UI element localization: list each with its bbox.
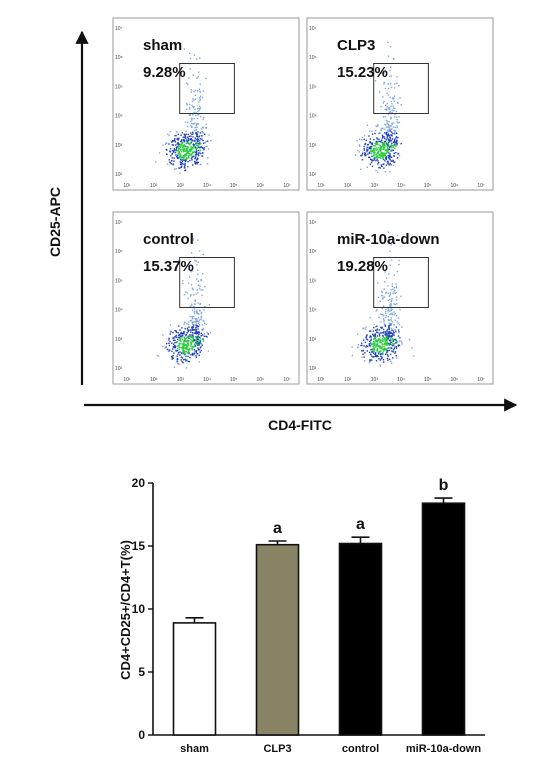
y-tick-label: 10 bbox=[132, 602, 146, 616]
panel-frame bbox=[112, 211, 300, 385]
panel-percent: 15.37% bbox=[143, 258, 194, 275]
y-tick-label: 10⁴ bbox=[115, 308, 123, 314]
x-tick-label: 10⁶ bbox=[257, 377, 265, 383]
bar-2 bbox=[338, 542, 383, 736]
panel-frame bbox=[306, 211, 494, 385]
x-tick-label: 10⁷ bbox=[283, 183, 291, 189]
x-tick-label: 10⁵ bbox=[230, 183, 238, 189]
x-tick-label: 10⁴ bbox=[397, 183, 405, 189]
x-tick-label: 10⁴ bbox=[203, 183, 211, 189]
x-tick-label: 10⁴ bbox=[397, 377, 405, 383]
gate-rectangle bbox=[179, 63, 235, 114]
gate-rectangle bbox=[373, 63, 429, 114]
x-tick-label: 10¹ bbox=[317, 377, 325, 383]
x-tick-label: 10⁵ bbox=[424, 377, 432, 383]
x-tick-label: 10⁴ bbox=[203, 377, 211, 383]
density-dots bbox=[156, 235, 212, 369]
y-tick-label: 10⁶ bbox=[115, 249, 123, 255]
bar-y-axis-label: CD4+CD25+/CD4+T(%) bbox=[118, 540, 133, 680]
panel-percent: 9.28% bbox=[143, 64, 186, 81]
x-tick-label: 10³ bbox=[371, 377, 379, 383]
significance-label: b bbox=[439, 477, 449, 494]
panel-percent: 19.28% bbox=[337, 258, 388, 275]
y-tick-label: 10² bbox=[309, 366, 317, 372]
x-tick-label: 10² bbox=[150, 183, 158, 189]
bar-1 bbox=[255, 543, 300, 736]
x-tick-label: 10⁷ bbox=[283, 377, 291, 383]
y-tick-label: 10⁷ bbox=[115, 220, 123, 226]
y-tick-label: 10⁵ bbox=[115, 84, 123, 90]
y-tick-label: 10² bbox=[115, 172, 123, 178]
y-tick-label: 10⁴ bbox=[115, 114, 123, 120]
category-label: miR-10a-down bbox=[406, 743, 481, 755]
x-tick-label: 10⁵ bbox=[424, 183, 432, 189]
x-tick-label: 10² bbox=[344, 377, 352, 383]
bar-3 bbox=[421, 502, 466, 736]
panel-name: CLP3 bbox=[337, 37, 375, 54]
y-tick-label: 10² bbox=[115, 366, 123, 372]
y-tick-label: 10³ bbox=[309, 337, 317, 343]
x-tick-label: 10³ bbox=[177, 183, 185, 189]
panel-percent: 15.23% bbox=[337, 64, 388, 81]
gate-rectangle bbox=[373, 257, 429, 308]
y-tick-label: 10⁷ bbox=[309, 220, 317, 226]
y-tick-label: 10³ bbox=[309, 143, 317, 149]
x-tick-label: 10⁶ bbox=[451, 377, 459, 383]
y-tick-label: 10⁴ bbox=[309, 114, 317, 120]
x-tick-label: 10⁶ bbox=[257, 183, 265, 189]
bar-0 bbox=[172, 622, 217, 736]
x-tick-label: 10⁵ bbox=[230, 377, 238, 383]
y-tick-label: 10⁵ bbox=[115, 278, 123, 284]
y-tick-label: 15 bbox=[132, 539, 146, 553]
x-tick-label: 10¹ bbox=[317, 183, 325, 189]
y-tick-label: 10⁵ bbox=[309, 278, 317, 284]
density-dots bbox=[354, 41, 402, 173]
y-tick-label: 10⁶ bbox=[115, 55, 123, 61]
x-tick-label: 10¹ bbox=[123, 183, 131, 189]
panel-name: miR-10a-down bbox=[337, 231, 440, 248]
x-tick-label: 10⁷ bbox=[477, 183, 485, 189]
y-tick-label: 20 bbox=[132, 476, 146, 490]
y-tick-label: 5 bbox=[138, 665, 145, 679]
y-tick-label: 10⁷ bbox=[115, 26, 123, 32]
significance-label: a bbox=[273, 520, 282, 537]
y-tick-label: 10³ bbox=[115, 337, 123, 343]
y-tick-label: 10⁴ bbox=[309, 308, 317, 314]
flow-y-axis-label: CD25-APC bbox=[47, 187, 63, 257]
density-dots bbox=[155, 48, 212, 174]
gate-rectangle bbox=[179, 257, 235, 308]
panel-name: control bbox=[143, 231, 194, 248]
y-tick-label: 10⁶ bbox=[309, 249, 317, 255]
panel-name: sham bbox=[143, 37, 182, 54]
y-tick-label: 10⁵ bbox=[309, 84, 317, 90]
category-label: sham bbox=[180, 743, 209, 755]
x-tick-label: 10⁷ bbox=[477, 377, 485, 383]
x-tick-label: 10² bbox=[344, 183, 352, 189]
y-tick-label: 10³ bbox=[115, 143, 123, 149]
x-tick-label: 10² bbox=[150, 377, 158, 383]
density-dots bbox=[351, 231, 415, 367]
bar-chart: CD4+CD25+/CD4+T(%) 0 5 10 15 20 sham CLP3 a con… bbox=[118, 476, 485, 755]
panel-frame bbox=[112, 17, 300, 191]
flow-x-axis-label: CD4-FITC bbox=[268, 417, 332, 433]
significance-label: a bbox=[356, 516, 365, 533]
y-tick-label: 0 bbox=[138, 728, 145, 742]
panel-frame bbox=[306, 17, 494, 191]
y-tick-label: 10⁷ bbox=[309, 26, 317, 32]
y-tick-label: 10⁶ bbox=[309, 55, 317, 61]
x-tick-label: 10⁶ bbox=[451, 183, 459, 189]
x-tick-label: 10³ bbox=[371, 183, 379, 189]
y-tick-label: 10² bbox=[309, 172, 317, 178]
x-tick-label: 10³ bbox=[177, 377, 185, 383]
category-label: control bbox=[342, 743, 379, 755]
category-label: CLP3 bbox=[263, 743, 291, 755]
x-tick-label: 10¹ bbox=[123, 377, 131, 383]
